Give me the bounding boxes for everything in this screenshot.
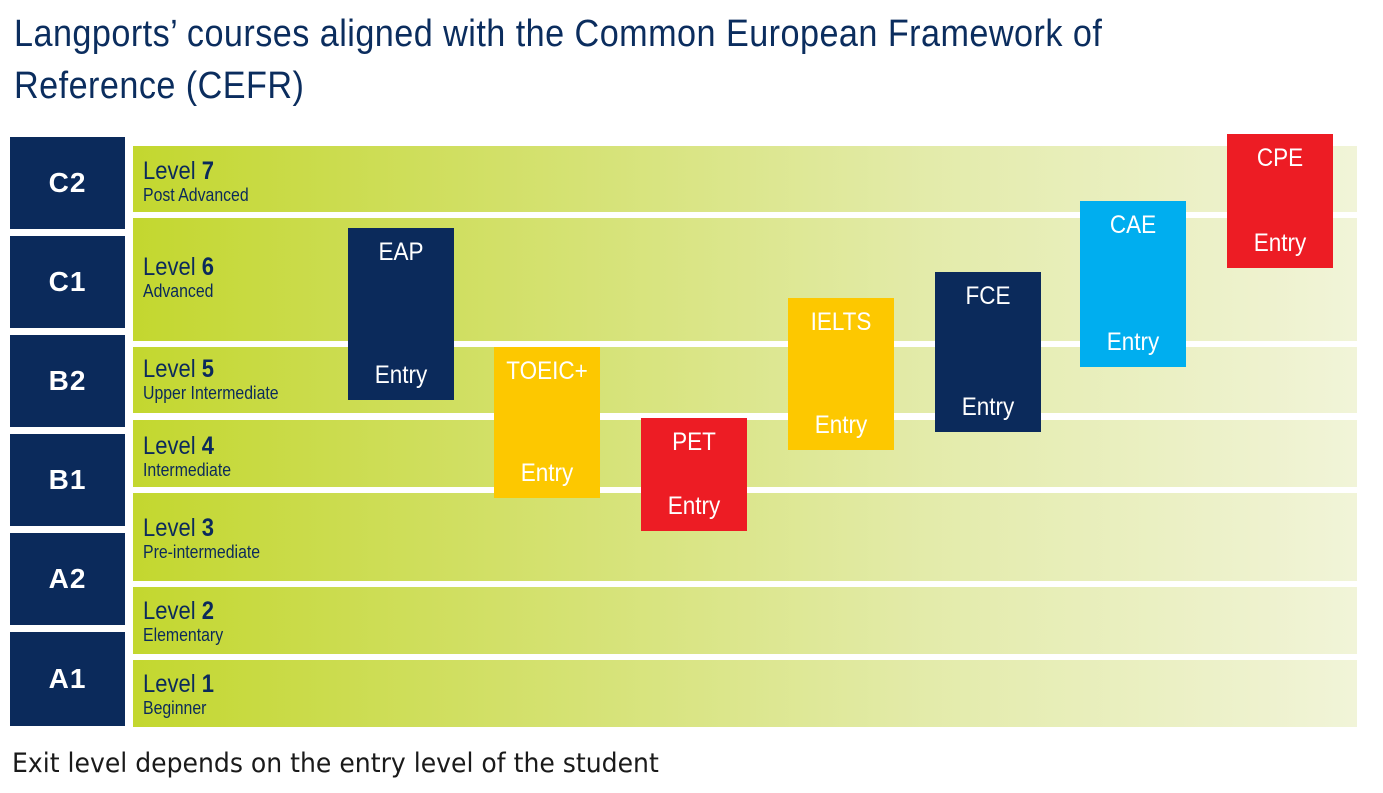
- cefr-b1: B1: [10, 434, 125, 526]
- level-heading: Level 3: [143, 514, 214, 542]
- course-name: PET: [672, 428, 716, 456]
- level-name: Intermediate: [143, 460, 232, 480]
- course-name: EAP: [378, 238, 424, 266]
- course-fce: FCE Entry: [935, 272, 1041, 432]
- course-ielts: IELTS Entry: [788, 298, 894, 450]
- course-entry: Entry: [961, 393, 1015, 421]
- cefr-c1: C1: [10, 236, 125, 328]
- course-entry: Entry: [814, 411, 868, 439]
- course-entry: Entry: [374, 361, 428, 389]
- level-name: Beginner: [143, 698, 207, 718]
- level-heading: Level 4: [143, 432, 214, 460]
- level-band-2: Level 2 Elementary: [133, 587, 1357, 654]
- footer-note: Exit level depends on the entry level of…: [12, 748, 659, 779]
- course-name: TOEIC+: [506, 357, 588, 385]
- course-entry: Entry: [520, 459, 574, 487]
- course-name: CPE: [1256, 144, 1304, 172]
- course-pet: PET Entry: [641, 418, 747, 531]
- page-title: Langports’ courses aligned with the Comm…: [14, 13, 1103, 107]
- course-entry: Entry: [667, 492, 721, 520]
- level-heading: Level 6: [143, 253, 214, 281]
- level-band-7: Level 7 Post Advanced: [133, 146, 1357, 212]
- course-cpe: CPE Entry: [1227, 134, 1333, 268]
- cefr-c2: C2: [10, 137, 125, 229]
- level-name: Advanced: [143, 281, 214, 301]
- level-heading: Level 7: [143, 157, 214, 185]
- level-heading: Level 2: [143, 597, 214, 625]
- level-name: Upper Intermediate: [143, 383, 279, 403]
- course-eap: EAP Entry: [348, 228, 454, 400]
- course-name: IELTS: [810, 308, 872, 336]
- course-toeic: TOEIC+ Entry: [494, 347, 600, 498]
- level-heading: Level 5: [143, 355, 214, 383]
- level-heading: Level 1: [143, 670, 214, 698]
- level-name: Pre-intermediate: [143, 542, 261, 562]
- level-name: Elementary: [143, 625, 224, 645]
- level-band-1: Level 1 Beginner: [133, 660, 1357, 727]
- course-entry: Entry: [1106, 328, 1160, 356]
- course-entry: Entry: [1253, 229, 1307, 257]
- level-name: Post Advanced: [143, 185, 249, 205]
- cefr-b2: B2: [10, 335, 125, 427]
- cefr-a1: A1: [10, 632, 125, 726]
- course-name: FCE: [965, 282, 1011, 310]
- course-name: CAE: [1109, 211, 1157, 239]
- cefr-a2: A2: [10, 533, 125, 625]
- course-cae: CAE Entry: [1080, 201, 1186, 367]
